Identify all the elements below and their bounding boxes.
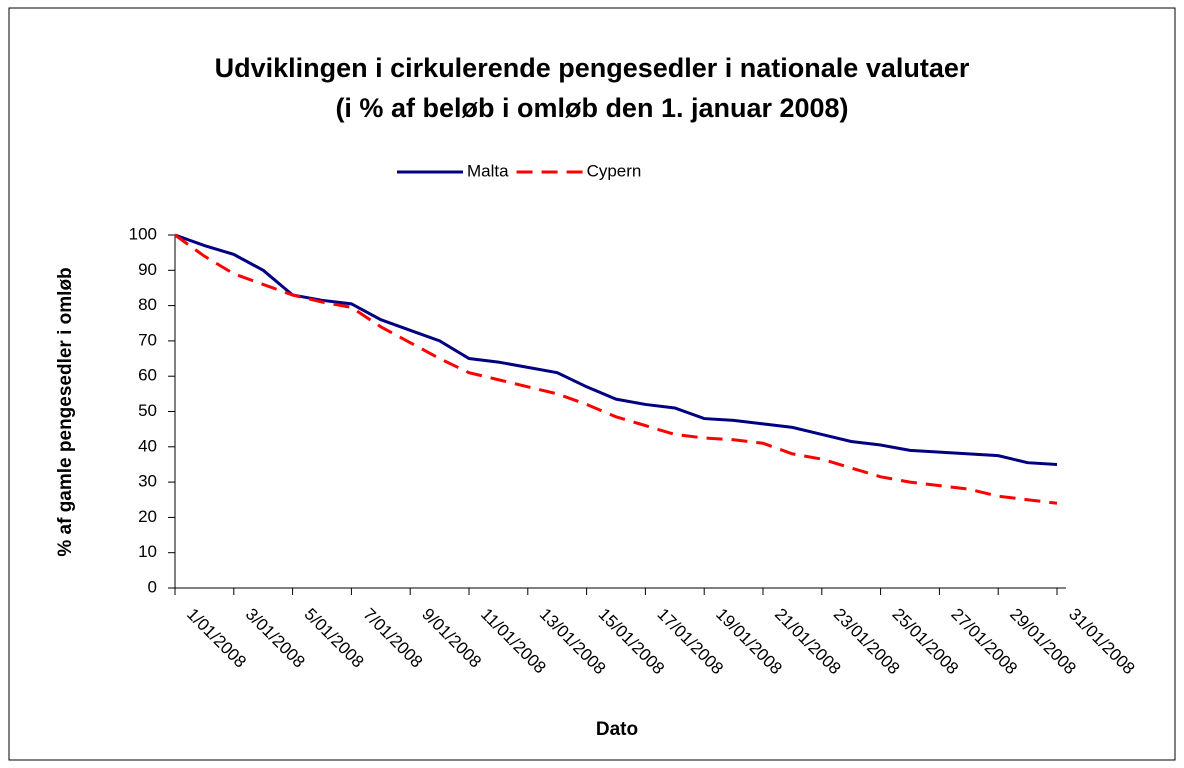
chart-title: Udviklingen i cirkulerende pengesedler i… bbox=[215, 53, 970, 83]
line-series bbox=[174, 233, 1058, 466]
y-tick-label: 80 bbox=[138, 295, 157, 314]
y-tick-label: 70 bbox=[138, 330, 157, 349]
y-tick-label: 40 bbox=[138, 436, 157, 455]
y-tick-label: 30 bbox=[138, 472, 157, 491]
y-tick-label: 60 bbox=[138, 366, 157, 385]
y-tick-label: 0 bbox=[148, 577, 157, 596]
y-tick-label: 90 bbox=[138, 260, 157, 279]
y-tick-label: 50 bbox=[138, 401, 157, 420]
y-axis-title: % af gamle pengesedler i omløb bbox=[55, 267, 76, 556]
y-tick-label: 10 bbox=[138, 542, 157, 561]
legend-label: Malta bbox=[467, 161, 509, 180]
chart-subtitle: (i % af beløb i omløb den 1. januar 2008… bbox=[335, 93, 848, 123]
line-series bbox=[174, 233, 1058, 505]
y-tick-label: 20 bbox=[138, 507, 157, 526]
x-axis-title: Dato bbox=[596, 719, 638, 740]
y-tick-label: 100 bbox=[129, 224, 157, 243]
legend-label: Cypern bbox=[587, 161, 642, 180]
chart-frame bbox=[8, 7, 1176, 761]
